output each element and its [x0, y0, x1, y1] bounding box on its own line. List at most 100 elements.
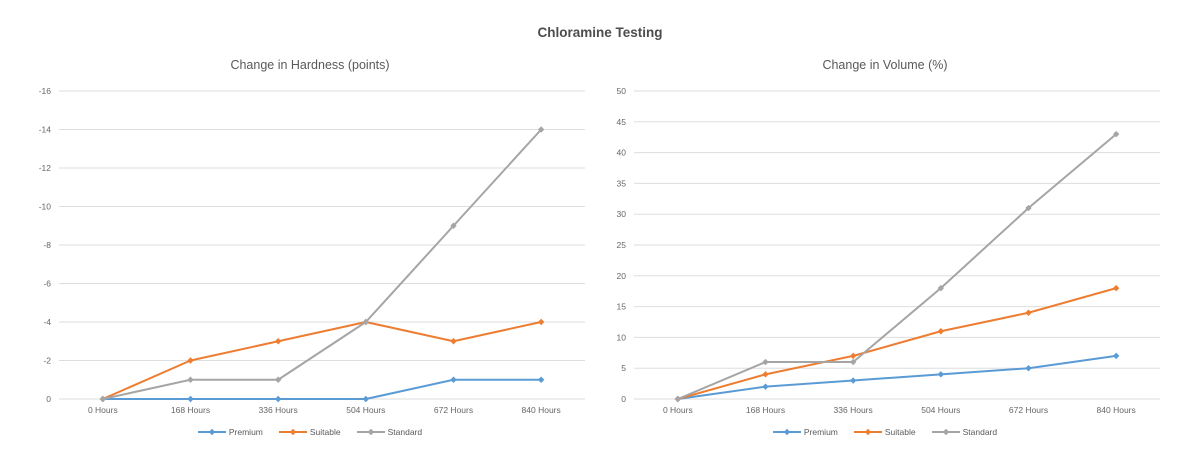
data-point-marker-standard	[450, 222, 457, 229]
legend-diamond	[942, 428, 949, 436]
x-axis-category-label: 336 Hours	[834, 405, 873, 415]
y-axis-tick-label: 40	[617, 148, 627, 158]
legend-label: Premium	[228, 427, 263, 437]
data-point-marker-premium	[937, 371, 945, 378]
y-axis-tick-label: 20	[617, 271, 627, 281]
data-point-marker-standard	[674, 395, 682, 403]
legend-marker-icon	[853, 428, 882, 436]
data-point-marker-premium	[274, 395, 282, 403]
data-point-marker-premium	[849, 377, 857, 384]
volume-chart-title: Change in Volume (%)	[822, 58, 948, 72]
legend-marker-icon	[931, 428, 960, 436]
legend-marker-icon	[197, 428, 226, 436]
y-axis-tick-label: 0	[46, 394, 51, 404]
legend-item-suitable: Suitable	[278, 427, 341, 437]
y-axis-tick-label: -4	[43, 317, 51, 327]
hardness-chart: Change in Hardness (points) 0 -2 -4 -6 -8 -10…	[25, 55, 595, 439]
volume-plot-area: 0 5 10 15 20 25 30 35 40 45 50 0 Hours 168 Hours 336 …	[617, 86, 1160, 415]
legend-item-standard: Standard	[356, 427, 423, 437]
x-axis-category-label: 840 Hours	[522, 405, 561, 415]
data-point-marker-suitable	[450, 338, 457, 345]
series-line-suitable	[676, 287, 1118, 400]
y-axis-tick-label: 50	[617, 86, 627, 96]
data-point-marker-premium	[1112, 352, 1120, 360]
series-line-premium	[676, 354, 1118, 400]
data-point-marker-premium	[450, 376, 457, 383]
data-point-marker-suitable	[762, 371, 769, 378]
y-axis-tick-label: -8	[43, 240, 51, 250]
series-line-standard	[676, 133, 1118, 400]
data-point-marker-suitable	[1025, 309, 1032, 316]
x-axis-category-label: 336 Hours	[259, 405, 298, 415]
data-point-marker-suitable	[849, 352, 857, 360]
hardness-plot-area: 0 -2 -4 -6 -8 -10 -12 -14 -16 0 Hours 168 Hours 336…	[39, 86, 585, 415]
legend-diamond	[289, 428, 297, 436]
y-axis-tick-label: 35	[617, 178, 627, 188]
series-line-premium	[101, 378, 543, 400]
data-point-marker-standard	[99, 395, 107, 403]
x-axis-category-label: 672 Hours	[1009, 405, 1048, 415]
legend-marker-icon	[772, 428, 801, 436]
y-axis-tick-label: 0	[621, 394, 626, 404]
x-axis-category-label: 168 Hours	[746, 405, 785, 415]
data-point-marker-standard	[274, 376, 282, 383]
data-point-marker-standard	[762, 358, 769, 366]
x-axis-category-label: 840 Hours	[1097, 405, 1136, 415]
y-axis-tick-label: -14	[39, 125, 52, 135]
legend-item-standard: Standard	[931, 427, 998, 437]
y-axis-tick-label: 10	[617, 332, 627, 342]
y-axis-tick-label: -16	[39, 86, 52, 96]
volume-chart: Change in Volume (%) 0 5 10 15 20 25 30 35 40 45 5…	[600, 55, 1170, 439]
legend-label: Standard	[387, 427, 423, 437]
y-axis-tick-label: -10	[39, 202, 52, 212]
data-point-marker-premium	[187, 395, 194, 403]
hardness-chart-title: Change in Hardness (points)	[230, 58, 390, 72]
data-point-marker-premium	[1025, 365, 1032, 372]
data-point-marker-suitable	[274, 338, 282, 345]
data-point-marker-premium	[762, 383, 769, 390]
y-axis-tick-label: 30	[617, 209, 627, 219]
legend-marker-icon	[356, 428, 385, 436]
x-axis-category-label: 0 Hours	[663, 405, 693, 415]
y-axis-tick-label: -6	[43, 279, 51, 289]
data-point-marker-suitable	[187, 357, 194, 364]
legend-label: Suitable	[884, 427, 916, 437]
data-point-marker-suitable	[937, 328, 945, 335]
data-point-marker-standard	[1025, 204, 1032, 212]
data-point-marker-premium	[537, 376, 545, 383]
x-axis-category-label: 504 Hours	[921, 405, 960, 415]
hardness-legend: Premium Suitable Standard	[25, 425, 595, 439]
data-point-marker-suitable	[1112, 284, 1120, 292]
legend-label: Suitable	[309, 427, 341, 437]
chart-main-title: Chloramine Testing	[537, 25, 663, 40]
legend-diamond	[208, 428, 216, 436]
data-point-marker-standard	[187, 376, 194, 383]
x-axis-category-label: 504 Hours	[346, 405, 385, 415]
series-line-suitable	[101, 321, 543, 400]
x-axis-category-label: 672 Hours	[434, 405, 473, 415]
y-axis-tick-label: 45	[617, 117, 627, 127]
legend-diamond	[864, 428, 872, 436]
legend-item-premium: Premium	[197, 427, 263, 437]
volume-legend: Premium Suitable Standard	[600, 425, 1170, 439]
y-axis-tick-label: 15	[617, 302, 627, 312]
data-point-marker-suitable	[537, 318, 545, 326]
y-axis-tick-label: -2	[43, 356, 51, 366]
data-point-marker-standard	[362, 318, 370, 326]
x-axis-category-label: 168 Hours	[171, 405, 210, 415]
y-axis-tick-label: -12	[39, 163, 52, 173]
legend-label: Premium	[803, 427, 838, 437]
legend-item-suitable: Suitable	[853, 427, 916, 437]
legend-diamond	[367, 428, 374, 436]
legend-diamond	[783, 428, 791, 436]
legend-item-premium: Premium	[772, 427, 838, 437]
y-axis-tick-label: 5	[621, 363, 626, 373]
data-point-marker-premium	[362, 395, 370, 403]
x-axis-category-label: 0 Hours	[88, 405, 118, 415]
legend-marker-icon	[278, 428, 307, 436]
series-line-standard	[101, 128, 543, 400]
y-axis-tick-label: 25	[617, 240, 627, 250]
legend-label: Standard	[962, 427, 998, 437]
data-point-marker-standard	[1112, 130, 1120, 138]
